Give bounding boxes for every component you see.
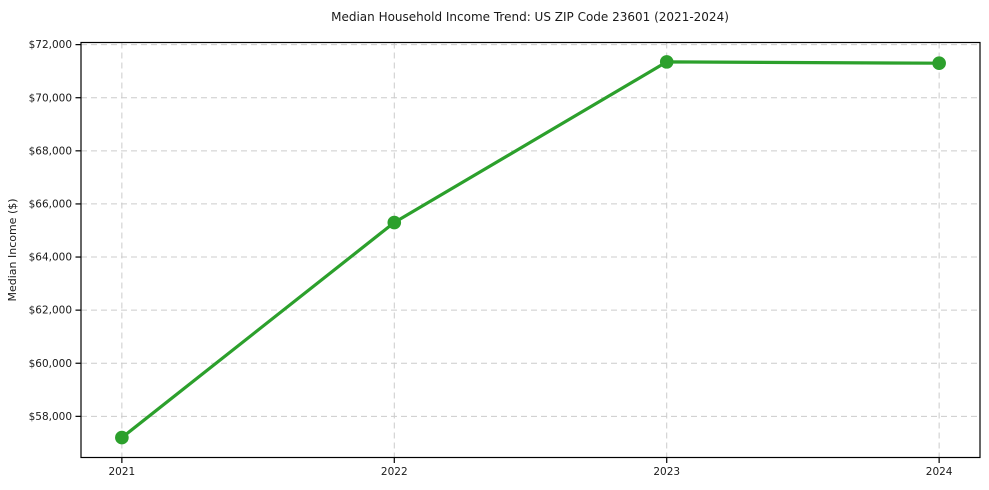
axes: $58,000 $60,000 $62,000 $64,000 $66,000 $68,0… bbox=[29, 39, 981, 478]
data-point-2024 bbox=[932, 56, 946, 71]
x-tick-label: 2022 bbox=[381, 466, 408, 478]
data-point-2022 bbox=[387, 215, 402, 230]
y-tick-label: $62,000 bbox=[29, 305, 72, 317]
y-tick-label: $70,000 bbox=[29, 92, 72, 104]
data-point-2023 bbox=[659, 55, 674, 69]
x-tick-label: 2023 bbox=[653, 466, 680, 478]
data-series bbox=[115, 55, 946, 445]
y-axis-label: Median Income ($) bbox=[6, 198, 19, 301]
y-tick-label: $68,000 bbox=[29, 145, 72, 157]
y-tick-label: $58,000 bbox=[29, 411, 72, 423]
x-tick-label: 2024 bbox=[926, 466, 953, 478]
gridlines bbox=[81, 42, 980, 458]
y-tick-label: $60,000 bbox=[29, 358, 72, 370]
y-tick-label: $64,000 bbox=[29, 252, 72, 264]
data-point-2021 bbox=[115, 430, 129, 445]
chart-title: Median Household Income Trend: US ZIP Co… bbox=[331, 10, 729, 24]
y-tick-label: $66,000 bbox=[29, 199, 72, 211]
plot-border bbox=[80, 41, 981, 459]
x-tick-label: 2021 bbox=[108, 466, 135, 478]
trend-line bbox=[120, 60, 941, 440]
y-tick-label: $72,000 bbox=[29, 39, 72, 51]
